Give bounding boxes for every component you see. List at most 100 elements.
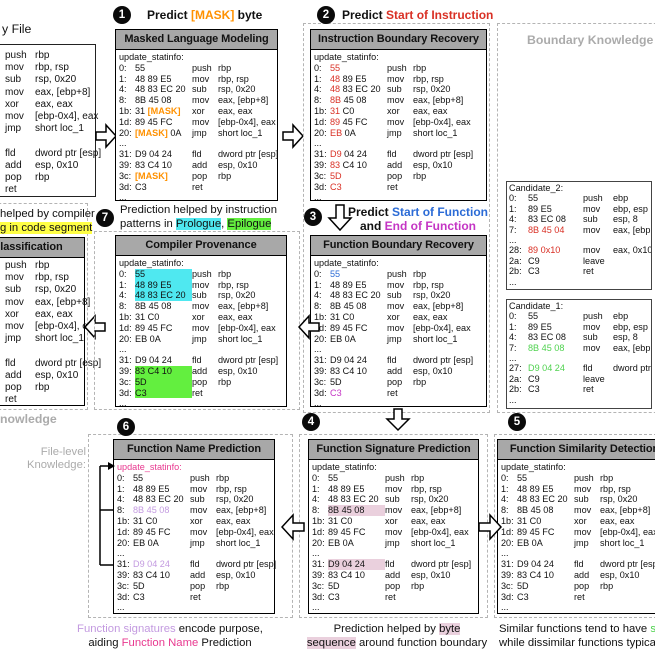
asm-row: pop rbp <box>5 382 84 394</box>
asm-bytes: D9 04 24 <box>528 363 583 373</box>
asm-mnemonic: pop <box>192 170 208 181</box>
task-3-title: Predict Start of Function and End of Fun… <box>348 205 488 233</box>
asm-mnemonic: fld <box>192 355 202 366</box>
asm-mnemonic: mov <box>5 320 24 332</box>
text-segment: sequence <box>306 636 356 649</box>
asm-bytes: 31 C0 <box>330 106 387 117</box>
task-2-title: Predict Start of Instruction <box>342 8 493 22</box>
classification-caption-line1: helped by compiler <box>0 208 95 222</box>
asm-row: fld dword ptr [esp] <box>5 358 101 370</box>
flow-arrow-left-icon <box>298 314 320 340</box>
asm-address: 4: <box>312 494 320 505</box>
text-segment: Predict <box>342 8 387 22</box>
asm-row: 27: D9 04 24 fld dword ptr [esp <box>509 363 651 373</box>
asm-address: 31: <box>314 149 327 160</box>
asm-bytes: 8B 45 08 <box>135 301 192 312</box>
asm-address: 4: <box>119 290 127 301</box>
asm-row: Candidate_2: <box>509 183 651 193</box>
asm-bytes: 89 45 FC <box>135 323 192 334</box>
asm-mnemonic: mov <box>192 73 210 84</box>
asm-address: 7: <box>509 342 517 353</box>
text-segment: 48 <box>330 73 341 84</box>
asm-bytes: 8B 45 04 <box>528 225 583 235</box>
asm-operands: rsp, 0x20 <box>35 284 77 296</box>
asm-row: 4: 83 EC 08 sub esp, 8 <box>509 214 651 224</box>
asm-bytes: 5D <box>330 171 387 182</box>
asm-row: add esp, 0x10 <box>5 160 95 172</box>
text-segment: 31 C0 <box>330 311 355 322</box>
asm-row: 1d: 89 45 FC mov [ebp-0x4], eax <box>314 323 486 334</box>
asm-row: update_statinfo: <box>314 258 486 269</box>
asm-operands: eax, [ebp+8] <box>35 296 91 308</box>
asm-operands: rbp <box>216 580 230 591</box>
asm-operands: esp, 0x10 <box>216 569 256 580</box>
text-segment: Prediction <box>198 636 252 649</box>
text-segment: EB 0A <box>133 537 159 548</box>
asm-operands: rbp, rsp <box>218 279 249 290</box>
asm-row <box>5 135 95 147</box>
asm-mnemonic: mov <box>192 279 210 290</box>
asm-operands: ebp, esp <box>613 321 648 332</box>
step-6-badge: 6 <box>117 418 135 436</box>
text-segment: C3 <box>517 591 529 602</box>
asm-mnemonic: sub <box>190 494 205 505</box>
asm-address: 1d: <box>117 526 130 537</box>
text-segment: D9 04 24 <box>135 355 172 366</box>
asm-mnemonic: add <box>5 159 22 171</box>
text-segment: C3 <box>528 266 540 277</box>
asm-address: 2b: <box>509 384 522 395</box>
asm-operands: ebp, esp <box>613 203 648 214</box>
asm-row: ... <box>119 344 127 355</box>
asm-row: mov [ebp-0x4], eax <box>5 320 98 333</box>
text-segment: 48 89 E5 <box>135 73 172 84</box>
text-segment: 5D <box>330 170 342 181</box>
asm-row: 39: 83 C4 10 add esp, 0x10 <box>119 365 286 377</box>
asm-mnemonic: xor <box>387 105 400 116</box>
asm-mnemonic: pop <box>387 376 403 387</box>
asm-row: ... <box>312 602 320 613</box>
asm-operands: rbp <box>600 472 614 483</box>
text-segment: 83 C4 10 <box>330 365 367 376</box>
asm-mnemonic: xor <box>387 311 400 322</box>
text-segment: D9 04 24 <box>528 363 565 374</box>
asm-row: 1b: 31 C0 xor eax, eax <box>117 516 274 527</box>
asm-address: 3d: <box>314 387 327 398</box>
binary-file-listing: push rbp mov rbp, rsp sub rsp, 0x20 mov eax, [e… <box>0 44 101 197</box>
asm-operands: [ebp-0x4], eax <box>600 526 655 537</box>
asm-operands: esp, 0x10 <box>35 159 79 171</box>
text-segment: C3 <box>133 591 145 602</box>
step-3-badge: 3 <box>304 208 322 226</box>
text-segment: 31 C0 <box>135 311 160 322</box>
text-segment: 48 89 E5 <box>330 279 367 290</box>
text-segment: 45 08 <box>341 95 367 106</box>
asm-row: 31: D9 04 24 fld dword ptr [esp] <box>312 559 478 570</box>
text-segment: update_statinfo: <box>501 462 566 472</box>
panel-fsp-header: Function Signature Prediction <box>309 440 478 460</box>
asm-address: 1: <box>314 279 322 290</box>
asm-row: push rbp <box>5 260 84 272</box>
asm-address: 31: <box>312 559 325 570</box>
asm-operands: esp, 0x10 <box>600 569 640 580</box>
asm-mnemonic: jmp <box>387 127 402 138</box>
panel-fbr-header: Function Boundary Recovery <box>311 236 486 256</box>
text-segment: Candidate_1: <box>509 301 564 311</box>
asm-bytes: 55 <box>135 268 192 280</box>
asm-mnemonic: ret <box>583 384 594 395</box>
asm-row: 0: 55 push rbp <box>314 269 486 280</box>
asm-address: 2a: <box>509 255 522 266</box>
asm-row: ... <box>119 398 127 409</box>
asm-mnemonic: ret <box>5 394 17 406</box>
asm-bytes: 48 83 EC 20 <box>330 290 387 301</box>
asm-bytes: 89 0x10 <box>528 245 583 255</box>
asm-operands: eax, eax <box>218 311 253 322</box>
asm-mnemonic: sub <box>192 290 207 301</box>
asm-operands: dword ptr [esp] <box>35 357 102 369</box>
asm-operands: [ebp-0x4], eax <box>413 116 471 127</box>
asm-row: 1b: 31 C0 xor eax, eax <box>501 516 655 527</box>
text-segment: [MASK] <box>191 8 235 22</box>
asm-operands: rbp <box>35 260 50 271</box>
asm-bytes: 31 C0 <box>328 516 385 527</box>
asm-bytes: 89 45 FC <box>330 117 387 128</box>
asm-row: 20: [MASK] 0A jmp short loc_1 <box>119 128 277 139</box>
asm-mnemonic: mov <box>190 483 208 494</box>
